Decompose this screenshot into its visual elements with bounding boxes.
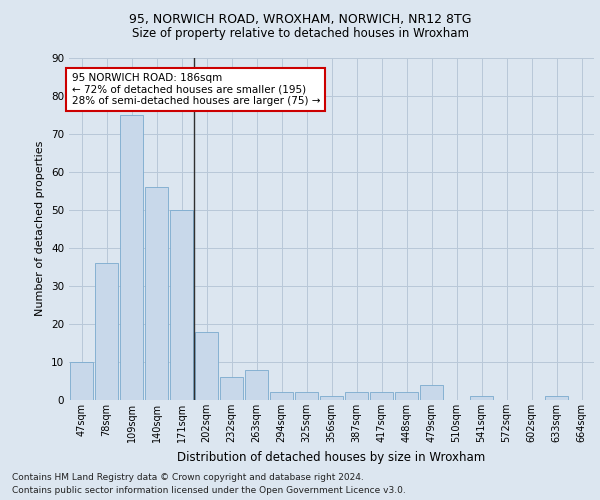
Bar [119,114,143,400]
Bar [470,396,493,400]
Text: Contains HM Land Registry data © Crown copyright and database right 2024.: Contains HM Land Registry data © Crown c… [12,474,364,482]
Y-axis label: Number of detached properties: Number of detached properties [35,141,46,316]
Bar [545,396,568,400]
Bar [145,187,169,400]
Bar [344,392,368,400]
X-axis label: Distribution of detached houses by size in Wroxham: Distribution of detached houses by size … [178,450,485,464]
Text: 95 NORWICH ROAD: 186sqm
← 72% of detached houses are smaller (195)
28% of semi-d: 95 NORWICH ROAD: 186sqm ← 72% of detache… [71,73,320,106]
Text: Contains public sector information licensed under the Open Government Licence v3: Contains public sector information licen… [12,486,406,495]
Bar [170,210,193,400]
Bar [419,385,443,400]
Text: 95, NORWICH ROAD, WROXHAM, NORWICH, NR12 8TG: 95, NORWICH ROAD, WROXHAM, NORWICH, NR12… [129,12,471,26]
Bar [320,396,343,400]
Bar [295,392,319,400]
Text: Size of property relative to detached houses in Wroxham: Size of property relative to detached ho… [131,28,469,40]
Bar [220,377,244,400]
Bar [95,263,118,400]
Bar [194,332,218,400]
Bar [269,392,293,400]
Bar [370,392,394,400]
Bar [245,370,268,400]
Bar [395,392,418,400]
Bar [70,362,94,400]
